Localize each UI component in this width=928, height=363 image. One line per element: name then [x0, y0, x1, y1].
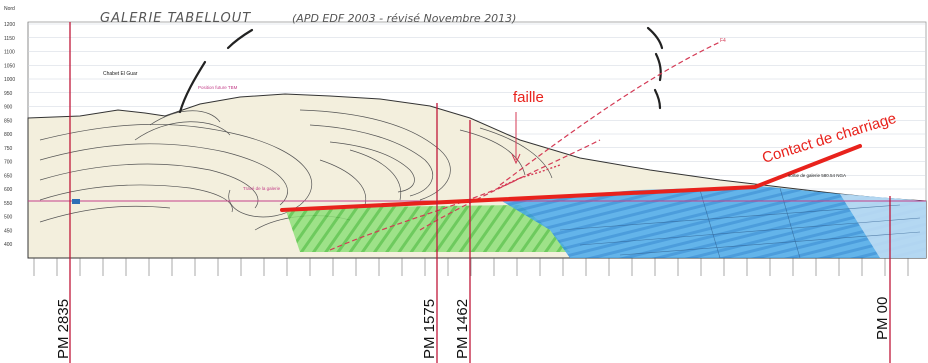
y-tick-label: 900 [4, 105, 13, 111]
y-tick-label: 1200 [4, 22, 15, 28]
y-tick-label: 1000 [4, 77, 15, 83]
y-tick-label: 700 [4, 160, 13, 166]
faille-label: faille [513, 89, 544, 106]
y-axis-unit: Nord [4, 6, 15, 12]
pm-label-2835: PM 2835 [55, 299, 72, 359]
pm-marker-lines [69, 22, 891, 363]
tbm-position-label: Position future TBM [198, 85, 238, 90]
y-tick-label: 400 [4, 242, 13, 248]
y-tick-label: 800 [4, 132, 13, 138]
y-tick-label: 1150 [4, 36, 15, 42]
place-name-label: Chabet El Guar [103, 71, 138, 77]
y-tick-label: 550 [4, 201, 13, 207]
y-tick-label: 850 [4, 118, 13, 124]
y-tick-label: 500 [4, 215, 13, 221]
contact-line [280, 144, 862, 212]
y-tick-label: 450 [4, 228, 13, 234]
pm-label-1575: PM 1575 [421, 299, 438, 359]
gallery-exit-label: sortie de galerie 580.54 NGA [788, 173, 846, 178]
y-tick-label: 950 [4, 91, 13, 97]
y-tick-label: 650 [4, 173, 13, 179]
drawing-subtitle: (APD EDF 2003 - révisé Novembre 2013) [292, 12, 516, 25]
gallery-trace-label: Tracé de la galerie [243, 186, 281, 191]
y-tick-label: 1050 [4, 63, 15, 69]
drawing-title: GALERIE TABELLOUT [100, 11, 251, 26]
handwritten-strokes [178, 26, 664, 114]
y-tick-label: 600 [4, 187, 13, 193]
pm-label-00: PM 00 [874, 297, 891, 340]
y-tick-label: 750 [4, 146, 13, 152]
gallery-portal [72, 199, 80, 204]
fault-code-label: F4 [720, 38, 726, 44]
limestone-zone [285, 205, 570, 252]
chainage-ticks [33, 258, 909, 276]
y-tick-label: 1100 [4, 50, 15, 56]
y-axis: 1200 1150 1100 1050 1000 950 900 850 800 750 700 65… [4, 22, 15, 248]
pm-label-1462: PM 1462 [454, 299, 471, 359]
